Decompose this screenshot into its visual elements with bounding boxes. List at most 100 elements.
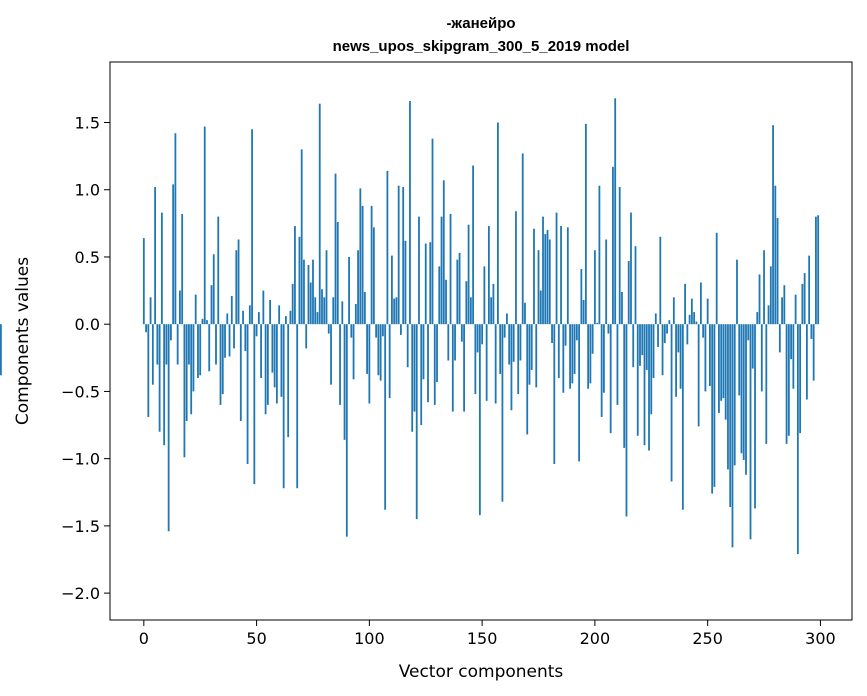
bar bbox=[760, 324, 763, 392]
chart-subtitle: news_upos_skipgram_300_5_2019 model bbox=[333, 38, 630, 55]
bar bbox=[573, 324, 576, 374]
bar bbox=[323, 297, 326, 325]
bar bbox=[666, 324, 668, 334]
bar bbox=[345, 324, 348, 537]
bar bbox=[154, 187, 156, 325]
bar bbox=[230, 295, 233, 325]
bar bbox=[506, 313, 508, 325]
bar bbox=[598, 185, 601, 325]
bar bbox=[194, 294, 197, 325]
bar bbox=[183, 324, 186, 458]
bar bbox=[309, 282, 312, 325]
bar bbox=[616, 324, 619, 405]
bar bbox=[366, 324, 368, 374]
bar bbox=[285, 316, 287, 325]
bar bbox=[562, 324, 565, 393]
x-axis-label: Vector components bbox=[399, 662, 564, 682]
bar bbox=[402, 187, 405, 325]
bar bbox=[0, 324, 2, 376]
x-tick-label: 50 bbox=[246, 629, 266, 648]
bar bbox=[801, 283, 804, 325]
bar bbox=[731, 324, 734, 548]
bar bbox=[727, 324, 729, 470]
bar bbox=[695, 321, 698, 325]
bar bbox=[758, 274, 761, 325]
bar bbox=[485, 324, 488, 401]
bar bbox=[142, 238, 145, 325]
plot-area-frame bbox=[109, 61, 853, 621]
bar bbox=[332, 297, 335, 325]
bar bbox=[348, 256, 350, 325]
bar bbox=[463, 324, 465, 412]
bar bbox=[246, 324, 249, 465]
bar bbox=[372, 227, 375, 325]
bar bbox=[165, 324, 168, 365]
bar bbox=[440, 216, 443, 325]
bar bbox=[551, 324, 553, 344]
bar bbox=[451, 324, 454, 412]
bar bbox=[553, 324, 556, 465]
bar bbox=[420, 324, 423, 426]
bar bbox=[400, 324, 402, 335]
bar bbox=[294, 226, 296, 325]
bar bbox=[580, 269, 583, 325]
bar bbox=[512, 324, 515, 362]
bar bbox=[257, 312, 260, 325]
bar bbox=[747, 324, 750, 341]
bar bbox=[415, 324, 418, 520]
bar bbox=[282, 324, 285, 489]
bar bbox=[605, 239, 608, 325]
bar bbox=[239, 324, 242, 421]
bar bbox=[206, 320, 208, 325]
bar bbox=[469, 297, 472, 325]
bar bbox=[794, 294, 797, 325]
bar bbox=[363, 291, 366, 325]
bar bbox=[307, 265, 310, 325]
y-tick-label: 1.0 bbox=[75, 181, 100, 200]
bar bbox=[339, 324, 341, 405]
y-tick-label: −1.0 bbox=[61, 450, 100, 469]
bar bbox=[321, 289, 323, 325]
bar bbox=[790, 324, 792, 360]
bar bbox=[454, 324, 456, 361]
bar bbox=[269, 299, 272, 325]
bar bbox=[582, 299, 585, 325]
bar bbox=[810, 324, 813, 339]
bar bbox=[736, 259, 738, 325]
bar bbox=[557, 324, 560, 378]
bar bbox=[492, 283, 495, 325]
bar bbox=[147, 324, 150, 417]
bar bbox=[632, 324, 635, 368]
bar bbox=[589, 324, 592, 384]
bar bbox=[672, 297, 675, 325]
bar bbox=[587, 324, 590, 389]
x-tick-label: 250 bbox=[692, 629, 723, 648]
bar bbox=[796, 324, 799, 555]
bar bbox=[767, 305, 770, 325]
bar bbox=[370, 205, 373, 325]
bar bbox=[720, 324, 723, 401]
bar bbox=[391, 255, 393, 325]
bar bbox=[427, 324, 429, 403]
bar bbox=[497, 122, 499, 325]
bar bbox=[812, 324, 815, 381]
bar bbox=[145, 324, 147, 333]
bar bbox=[327, 324, 330, 334]
bar bbox=[404, 240, 407, 325]
bar bbox=[542, 216, 544, 325]
bar bbox=[478, 324, 481, 516]
bar bbox=[815, 216, 817, 325]
bar bbox=[697, 324, 700, 427]
bar bbox=[526, 324, 529, 435]
bar bbox=[517, 324, 520, 395]
bar bbox=[217, 216, 220, 325]
bar bbox=[167, 324, 170, 532]
chart-title: -жанейро bbox=[446, 15, 515, 32]
bar bbox=[566, 227, 569, 325]
bar bbox=[657, 324, 659, 348]
bar bbox=[368, 324, 371, 404]
bar bbox=[639, 324, 641, 366]
bar bbox=[431, 138, 434, 325]
bar bbox=[411, 324, 414, 432]
bar bbox=[409, 100, 411, 325]
